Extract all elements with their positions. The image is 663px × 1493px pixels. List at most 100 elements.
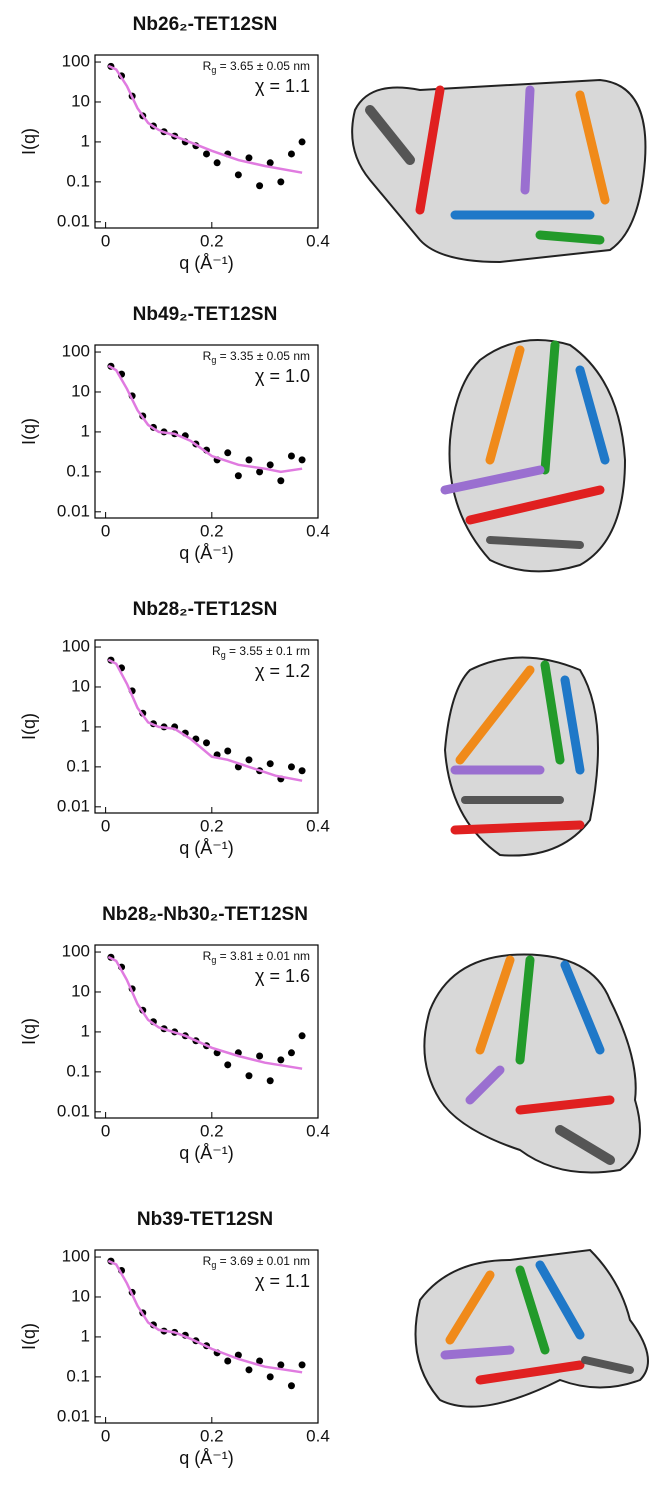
data-point (256, 1357, 264, 1365)
chi-annotation: χ = 1.1 (255, 1271, 310, 1291)
rg-annotation: Rg = 3.81 ± 0.01 nm (203, 949, 310, 965)
rg-value: = 3.69 ± 0.01 nm (216, 1254, 310, 1268)
chi-annotation: χ = 1.0 (255, 366, 310, 386)
rg-subscript: g (211, 65, 216, 75)
rg-annotation: Rg = 3.65 ± 0.05 nm (203, 59, 310, 75)
y-tick-label: 0.1 (66, 1061, 90, 1080)
y-tick-label: 10 (71, 981, 90, 1000)
structure-2 (440, 339, 627, 573)
saxs-plot: Nb39-TET12SN 0.01 0.1 1 10 100 0 0.2 0.4 q (Å⁻¹) I… (19, 1209, 330, 1468)
data-point (266, 159, 274, 167)
rg-value: = 3.81 ± 0.01 nm (216, 949, 310, 963)
rg-symbol: R (203, 349, 212, 363)
rg-subscript: g (211, 955, 216, 965)
data-point (245, 154, 253, 162)
data-point (298, 1032, 306, 1040)
data-point (245, 456, 253, 464)
y-tick-label: 1 (81, 131, 90, 150)
x-tick-label: 0 (101, 1121, 110, 1140)
data-point (256, 468, 264, 476)
data-point (266, 461, 274, 469)
data-point (224, 1061, 232, 1069)
data-point (203, 150, 210, 158)
rg-subscript: g (211, 1260, 216, 1270)
data-point (234, 171, 242, 179)
chart-title: Nb26₂-TET12SN (133, 14, 278, 35)
data-point (234, 472, 242, 480)
x-tick-label: 0.4 (306, 521, 330, 540)
y-tick-label: 100 (62, 637, 90, 656)
data-point (266, 1373, 274, 1381)
rg-annotation: Rg = 3.69 ± 0.01 nm (203, 1254, 310, 1270)
x-tick-label: 0.2 (200, 1426, 224, 1445)
fit-line (107, 658, 303, 782)
x-tick-label: 0.4 (306, 1121, 330, 1140)
y-tick-label: 10 (71, 676, 90, 695)
data-point (298, 1361, 306, 1369)
y-tick-label: 0.01 (57, 796, 90, 815)
data-point (298, 456, 306, 464)
y-tick-label: 0.01 (57, 501, 90, 520)
structure-models (351, 78, 649, 1408)
data-point (266, 1077, 274, 1085)
x-tick-label: 0.4 (306, 231, 330, 250)
y-tick-label: 0.01 (57, 211, 90, 230)
saxs-plot: Nb28₂-Nb30₂-TET12SN 0.01 0.1 1 10 100 0 0.2 0.4 q… (19, 904, 330, 1163)
chart-title: Nb39-TET12SN (137, 1209, 273, 1230)
rg-annotation: Rg = 3.35 ± 0.05 nm (203, 349, 310, 365)
y-tick-label: 10 (71, 91, 90, 110)
y-tick-label: 100 (62, 1247, 90, 1266)
rg-value: = 3.35 ± 0.05 nm (216, 349, 310, 363)
y-tick-label: 0.1 (66, 171, 90, 190)
rg-symbol: R (212, 644, 221, 658)
data-point (203, 739, 210, 747)
chart-title: Nb49₂-TET12SN (133, 304, 278, 325)
x-axis-label: q (Å⁻¹) (179, 543, 234, 563)
data-point (298, 138, 306, 146)
y-tick-label: 0.01 (57, 1406, 90, 1425)
y-tick-label: 10 (71, 1286, 90, 1305)
y-tick-label: 0.01 (57, 1101, 90, 1120)
y-axis-label: I(q) (19, 1018, 39, 1045)
data-point (287, 452, 295, 460)
data-point (256, 182, 264, 190)
x-tick-label: 0 (101, 1426, 110, 1445)
x-tick-label: 0.4 (306, 1426, 330, 1445)
fit-line (107, 955, 303, 1070)
rg-annotation: Rg = 3.55 ± 0.1 rm (212, 644, 310, 660)
y-axis-label: I(q) (19, 713, 39, 740)
y-tick-label: 10 (71, 381, 90, 400)
x-tick-label: 0 (101, 521, 110, 540)
data-point (277, 178, 285, 186)
x-axis-label: q (Å⁻¹) (179, 253, 234, 273)
x-tick-label: 0.2 (200, 231, 224, 250)
x-tick-label: 0.4 (306, 816, 330, 835)
y-tick-label: 100 (62, 942, 90, 961)
data-point (266, 760, 274, 768)
data-point (245, 756, 253, 764)
x-axis-label: q (Å⁻¹) (179, 1143, 234, 1163)
fit-line (107, 364, 303, 474)
chart-title: Nb28₂-Nb30₂-TET12SN (102, 904, 308, 925)
x-tick-label: 0 (101, 231, 110, 250)
y-tick-label: 0.1 (66, 756, 90, 775)
y-tick-label: 1 (81, 421, 90, 440)
data-point (213, 159, 221, 167)
saxs-plot: Nb26₂-TET12SN 0.01 0.1 1 10 100 0 0.2 0.4 q (Å⁻¹)… (19, 14, 330, 273)
y-tick-label: 0.1 (66, 461, 90, 480)
rg-subscript: g (221, 650, 226, 660)
data-point (224, 449, 232, 457)
y-tick-label: 0.1 (66, 1366, 90, 1385)
data-point (287, 150, 295, 158)
rg-symbol: R (203, 949, 212, 963)
fit-line (107, 64, 303, 174)
data-point (234, 1351, 242, 1359)
structure-4 (423, 953, 641, 1174)
rg-value: = 3.55 ± 0.1 rm (226, 644, 310, 658)
y-axis-label: I(q) (19, 128, 39, 155)
structure-5 (414, 1248, 649, 1408)
y-tick-label: 100 (62, 342, 90, 361)
rg-symbol: R (203, 1254, 212, 1268)
y-tick-label: 1 (81, 1021, 90, 1040)
